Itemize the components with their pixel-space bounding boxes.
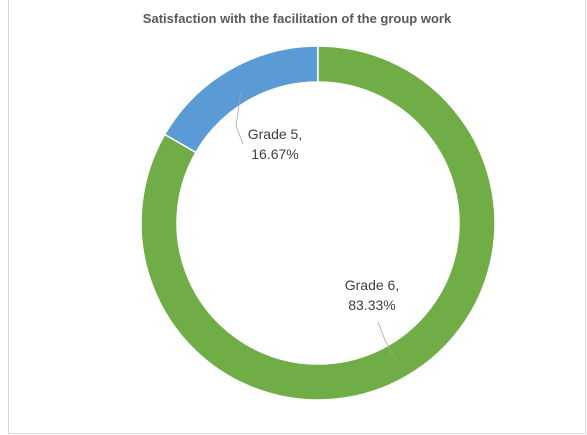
data-label-value: 16.67% (251, 146, 298, 162)
leader-line (235, 91, 244, 145)
slice-grade-6 (140, 45, 496, 401)
data-label-group: Grade 5, 16.67% Grade 6, 83.33% (248, 126, 399, 313)
slice-group (140, 45, 496, 401)
chart-title: Satisfaction with the facilitation of th… (142, 11, 452, 26)
data-label-value: 83.33% (348, 297, 395, 313)
leader-line-group (235, 91, 394, 357)
data-label-category: Grade 5, (248, 126, 302, 142)
data-label-category: Grade 6, (345, 277, 399, 293)
leader-line (377, 321, 394, 357)
